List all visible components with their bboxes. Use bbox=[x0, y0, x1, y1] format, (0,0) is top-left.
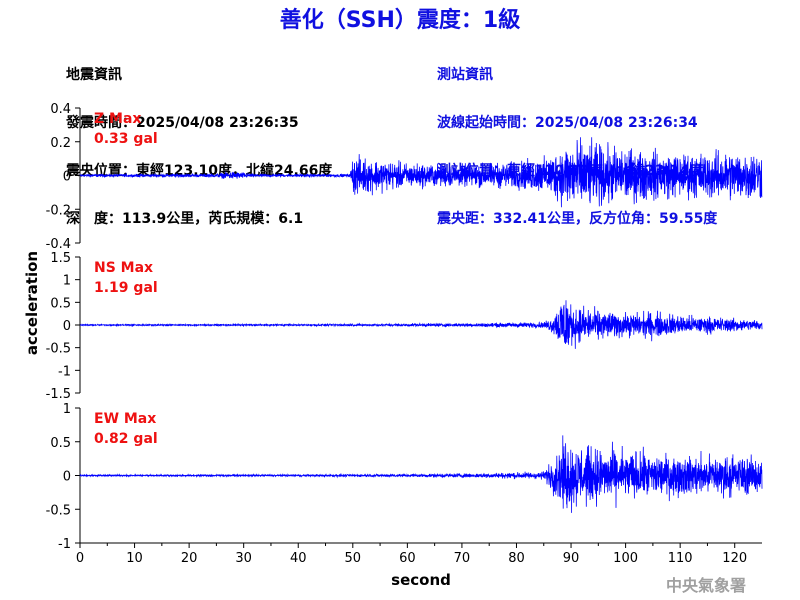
x-tick-label: 40 bbox=[290, 551, 307, 566]
y-axis-label: acceleration bbox=[23, 251, 41, 355]
x-tick-label: 110 bbox=[668, 551, 693, 566]
x-tick-label: 30 bbox=[235, 551, 252, 566]
y-tick-label-ns: 0 bbox=[63, 319, 71, 334]
y-tick-label-z: 0.2 bbox=[50, 136, 71, 151]
station-info-heading: 測站資訊 bbox=[437, 67, 493, 83]
y-tick-label-z: -0.2 bbox=[46, 203, 71, 218]
chart-title: 善化（SSH）震度：1級 bbox=[279, 8, 521, 33]
y-tick-label-ns: -0.5 bbox=[46, 342, 71, 357]
x-tick-label: 90 bbox=[563, 551, 580, 566]
waveform-ns bbox=[79, 300, 763, 349]
x-tick-label: 120 bbox=[722, 551, 747, 566]
x-tick-label: 0 bbox=[76, 551, 84, 566]
peak-label-z: Z Max bbox=[94, 111, 141, 127]
agency-name: 中央氣象署 bbox=[665, 576, 746, 595]
y-tick-label-ns: 1.5 bbox=[50, 251, 71, 266]
peak-value-ew: 0.82 gal bbox=[94, 431, 158, 447]
quake-info-heading: 地震資訊 bbox=[66, 67, 122, 83]
y-tick-label-ns: -1 bbox=[58, 364, 71, 379]
waveform-z bbox=[79, 137, 763, 208]
waveform-ew bbox=[79, 435, 763, 513]
quake-depth-magnitude: 深 度：113.9公里，芮氏規模：6.1 bbox=[66, 211, 304, 227]
y-tick-label-ew: -1 bbox=[58, 537, 71, 552]
x-tick-label: 100 bbox=[613, 551, 638, 566]
y-tick-label-z: 0 bbox=[63, 170, 71, 185]
peak-label-ns: NS Max bbox=[94, 260, 153, 276]
epicentral-distance: 震央距：332.41公里，反方位角：59.55度 bbox=[437, 211, 718, 227]
x-axis-label: second bbox=[391, 571, 451, 589]
x-tick-label: 60 bbox=[399, 551, 416, 566]
y-tick-label-ns: 0.5 bbox=[50, 296, 71, 311]
x-tick-label: 50 bbox=[345, 551, 362, 566]
x-tick-label: 70 bbox=[454, 551, 471, 566]
y-tick-label-ew: 0 bbox=[63, 470, 71, 485]
y-tick-label-z: 0.4 bbox=[50, 102, 71, 117]
y-tick-label-ns: 1 bbox=[63, 274, 71, 289]
x-tick-label: 10 bbox=[126, 551, 143, 566]
x-tick-label: 20 bbox=[181, 551, 198, 566]
y-tick-label-z: -0.4 bbox=[46, 237, 71, 252]
peak-value-z: 0.33 gal bbox=[94, 131, 158, 147]
x-tick-label: 80 bbox=[508, 551, 525, 566]
quake-time: 發震時間：2025/04/08 23:26:35 bbox=[66, 115, 299, 131]
quake-info: 地震資訊 發震時間：2025/04/08 23:26:35 震央位置：東經123… bbox=[66, 35, 332, 243]
peak-label-ew: EW Max bbox=[94, 411, 156, 427]
wave-start-time: 波線起始時間：2025/04/08 23:26:34 bbox=[437, 115, 698, 131]
y-tick-label-ew: 0.5 bbox=[50, 436, 71, 451]
y-tick-label-ew: 1 bbox=[63, 402, 71, 417]
y-tick-label-ns: -1.5 bbox=[46, 387, 71, 402]
y-tick-label-ew: -0.5 bbox=[46, 503, 71, 518]
peak-value-ns: 1.19 gal bbox=[94, 280, 158, 296]
